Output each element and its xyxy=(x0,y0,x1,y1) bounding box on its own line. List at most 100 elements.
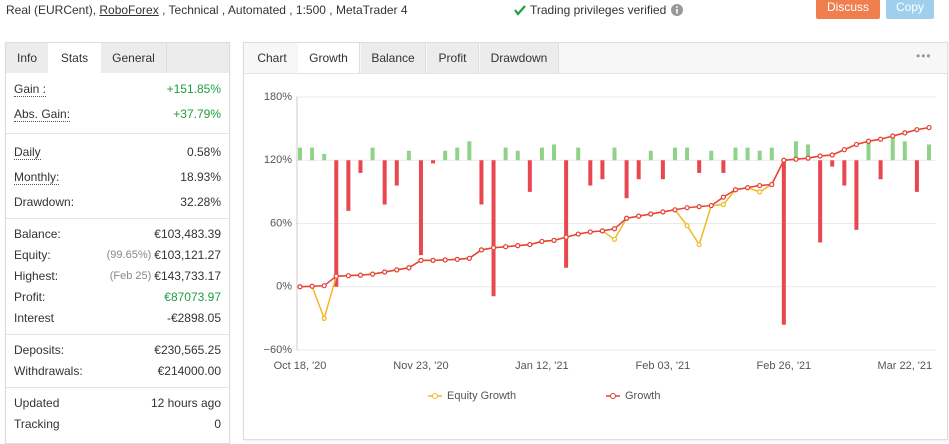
y-tick-label: 120% xyxy=(264,154,292,166)
point xyxy=(853,141,860,148)
verified-text: Trading privileges verified xyxy=(530,3,667,17)
stat-label-cell: Highest: xyxy=(14,268,110,284)
point xyxy=(611,226,618,232)
bar xyxy=(721,160,726,173)
tab[interactable]: Growth xyxy=(298,43,360,73)
point xyxy=(539,238,545,245)
broker-link[interactable]: RoboForex xyxy=(99,3,159,17)
tab[interactable]: Profit xyxy=(427,43,479,73)
legend-label[interactable]: Growth xyxy=(625,390,660,402)
stat-row: Deposits: €230,565.25 xyxy=(14,342,221,358)
bar xyxy=(431,160,436,164)
discuss-button[interactable]: Discuss xyxy=(816,0,880,19)
point xyxy=(406,265,412,271)
tab[interactable]: General xyxy=(101,43,167,73)
point xyxy=(805,155,811,161)
bar xyxy=(636,160,641,180)
menu[interactable]: ••• xyxy=(916,49,932,63)
point xyxy=(757,182,763,189)
bar xyxy=(818,160,823,243)
bar xyxy=(310,147,315,161)
stats-panel: Info Stats General Gain : +151.85% Abs. Gain:… xyxy=(5,42,230,444)
point xyxy=(442,257,448,263)
bar xyxy=(709,150,714,161)
bar xyxy=(406,150,411,161)
stat-label: Equity: xyxy=(14,248,51,262)
account-text: Real (EURCent), xyxy=(6,3,100,17)
stat-label-cell: Balance: xyxy=(14,226,154,242)
stat-label: Deposits: xyxy=(14,343,65,357)
bar xyxy=(394,160,399,186)
stat-label-cell: Interest xyxy=(14,310,167,326)
point xyxy=(394,267,400,273)
stat-note: (99.65%) xyxy=(106,249,152,261)
tab[interactable]: Stats xyxy=(48,43,102,73)
bar xyxy=(685,147,690,161)
separator xyxy=(6,387,229,388)
point xyxy=(744,185,751,191)
point xyxy=(503,244,509,250)
bar xyxy=(467,141,472,161)
stat-value: +37.79% xyxy=(173,107,221,121)
stat-value: 32.28% xyxy=(180,195,221,209)
stat-row: Tracking 0 xyxy=(14,416,221,432)
bar xyxy=(479,160,484,205)
stat-label-cell: Equity: xyxy=(14,247,107,263)
point xyxy=(841,147,847,153)
point xyxy=(587,229,593,235)
stat-label: Interest xyxy=(14,311,55,325)
point xyxy=(490,245,497,251)
legend-label[interactable]: Equity Growth xyxy=(447,390,516,402)
point xyxy=(732,187,739,193)
stat-label-cell: Gain : xyxy=(14,81,167,97)
separator xyxy=(6,133,229,134)
bar xyxy=(298,147,302,161)
point xyxy=(527,241,533,248)
bar xyxy=(757,150,762,161)
stat-label: Profit: xyxy=(14,290,46,304)
point xyxy=(357,272,364,278)
bar xyxy=(866,141,871,161)
stat-label: Highest: xyxy=(14,269,59,283)
bar xyxy=(600,160,605,180)
stat-label: Drawdown: xyxy=(14,195,75,209)
bar xyxy=(588,160,593,186)
point xyxy=(696,241,702,248)
stat-row: Balance: €103,483.39 xyxy=(14,226,221,242)
tab[interactable]: Balance xyxy=(361,43,426,73)
point xyxy=(369,271,376,277)
chart-panel: ••• Chart Growth Balance Profit Drawdown xyxy=(243,42,948,440)
point xyxy=(321,315,327,321)
stat-row: Monthly: 18.93% xyxy=(14,169,221,185)
stat-label-cell: Profit: xyxy=(14,289,164,305)
stat-row: Withdrawals: €214000.00 xyxy=(14,363,221,379)
stat-label: Daily xyxy=(14,145,41,160)
stat-row: Profit: €87073.97 xyxy=(14,289,221,305)
point xyxy=(478,247,485,253)
bar xyxy=(418,160,423,256)
stat-row: Updated 12 hours ago xyxy=(14,395,221,411)
stat-value: €143,733.17 xyxy=(154,269,221,283)
bar xyxy=(806,144,811,161)
stat-value: 12 hours ago xyxy=(150,396,221,410)
stat-value: 0.58% xyxy=(186,145,221,159)
bar xyxy=(612,147,617,161)
bar xyxy=(902,141,907,161)
bar xyxy=(491,160,496,297)
point xyxy=(781,157,787,163)
point xyxy=(321,283,327,289)
tab[interactable]: Info xyxy=(6,43,49,73)
point xyxy=(466,255,472,261)
bar xyxy=(672,147,677,161)
y-tick-label: 180% xyxy=(264,91,292,103)
stat-label: Gain : xyxy=(14,82,47,97)
x-tick-label: Mar 22, '21 xyxy=(877,360,932,372)
copy-button[interactable]: Copy xyxy=(886,0,934,19)
point xyxy=(599,228,606,234)
stat-row: Drawdown: 32.28% xyxy=(14,194,221,210)
bar xyxy=(660,160,665,180)
check-icon xyxy=(514,5,526,16)
stat-label-cell: Withdrawals: xyxy=(14,363,158,379)
tab[interactable]: Drawdown xyxy=(480,43,559,73)
point xyxy=(430,257,436,263)
